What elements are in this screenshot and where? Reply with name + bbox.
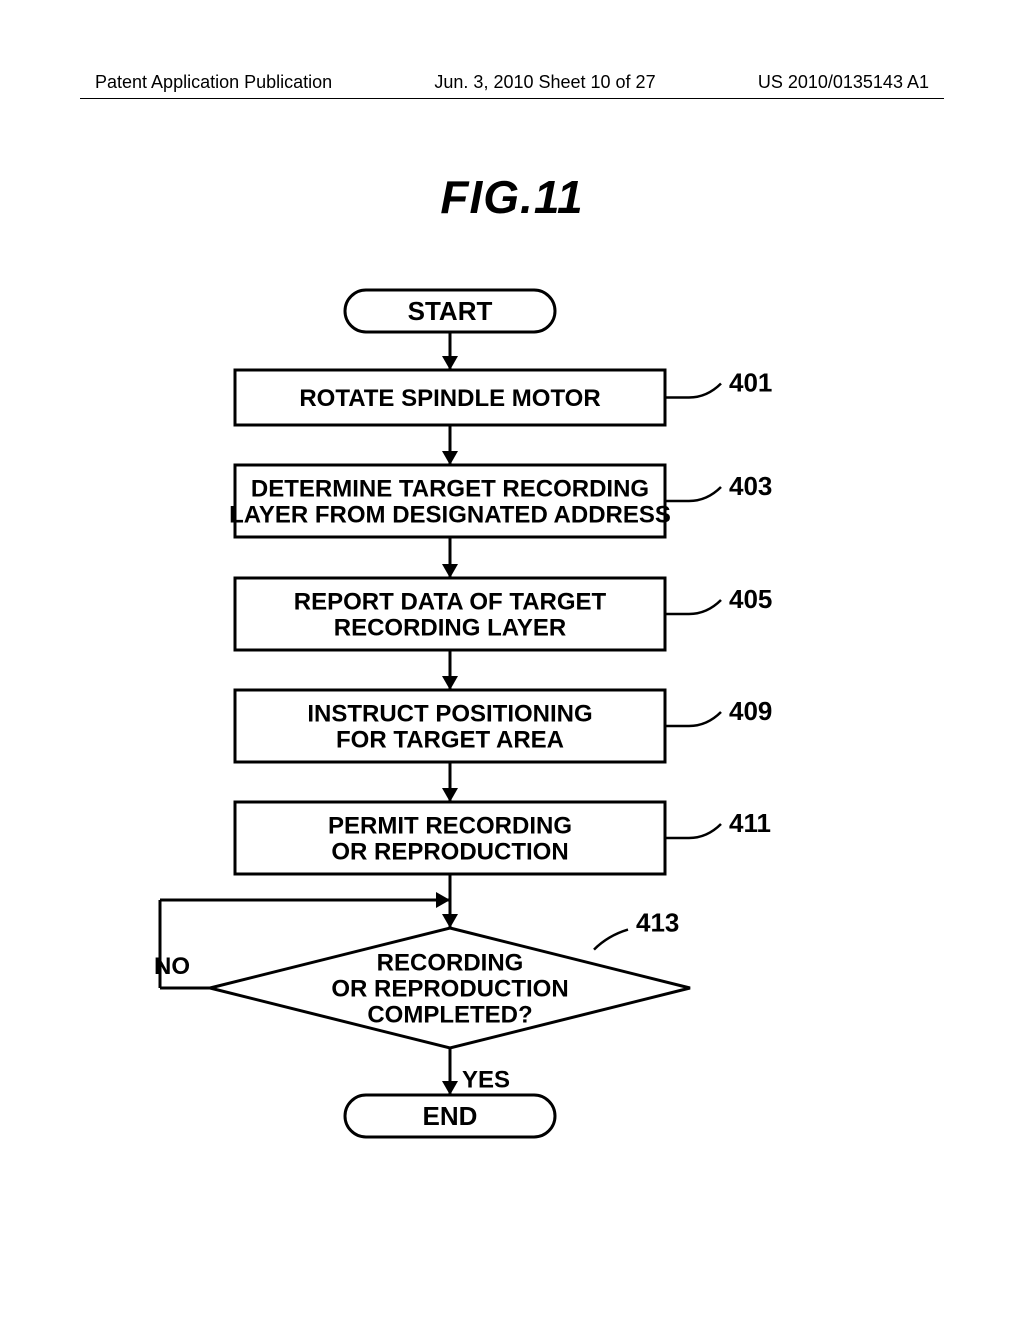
svg-text:NO: NO: [154, 953, 190, 980]
flowchart: START ROTATE SPINDLE MOTOR 401 DETERMINE TA…: [120, 280, 900, 1155]
svg-text:413: 413: [636, 908, 679, 938]
figure-label: FIG.11: [0, 170, 1024, 224]
svg-text:INSTRUCT POSITIONING: INSTRUCT POSITIONING: [307, 700, 592, 727]
svg-text:REPORT DATA OF TARGET: REPORT DATA OF TARGET: [294, 588, 607, 615]
svg-text:RECORDING LAYER: RECORDING LAYER: [334, 614, 566, 641]
header-publication: Patent Application Publication: [95, 72, 332, 93]
svg-text:411: 411: [729, 808, 771, 838]
header-rule: [80, 98, 944, 99]
page: Patent Application Publication Jun. 3, 2…: [0, 0, 1024, 1320]
svg-text:COMPLETED?: COMPLETED?: [367, 1001, 532, 1028]
svg-text:LAYER FROM DESIGNATED ADDRESS: LAYER FROM DESIGNATED ADDRESS: [229, 501, 671, 528]
flowchart-svg: START ROTATE SPINDLE MOTOR 401 DETERMINE TA…: [120, 280, 900, 1150]
svg-text:409: 409: [729, 696, 772, 726]
svg-text:401: 401: [729, 368, 772, 398]
header-docnumber: US 2010/0135143 A1: [758, 72, 929, 93]
svg-text:END: END: [423, 1101, 478, 1131]
header-sheetinfo: Jun. 3, 2010 Sheet 10 of 27: [434, 72, 655, 93]
svg-text:RECORDING: RECORDING: [377, 949, 524, 976]
svg-text:ROTATE SPINDLE MOTOR: ROTATE SPINDLE MOTOR: [299, 385, 600, 412]
svg-text:405: 405: [729, 584, 772, 614]
svg-text:PERMIT RECORDING: PERMIT RECORDING: [328, 812, 572, 839]
svg-text:403: 403: [729, 471, 772, 501]
svg-text:FOR TARGET AREA: FOR TARGET AREA: [336, 726, 564, 753]
svg-text:YES: YES: [462, 1067, 510, 1094]
page-header: Patent Application Publication Jun. 3, 2…: [0, 72, 1024, 93]
svg-text:OR REPRODUCTION: OR REPRODUCTION: [331, 975, 568, 1002]
svg-text:DETERMINE TARGET RECORDING: DETERMINE TARGET RECORDING: [251, 475, 649, 502]
svg-text:OR REPRODUCTION: OR REPRODUCTION: [331, 838, 568, 865]
svg-text:START: START: [408, 296, 493, 326]
